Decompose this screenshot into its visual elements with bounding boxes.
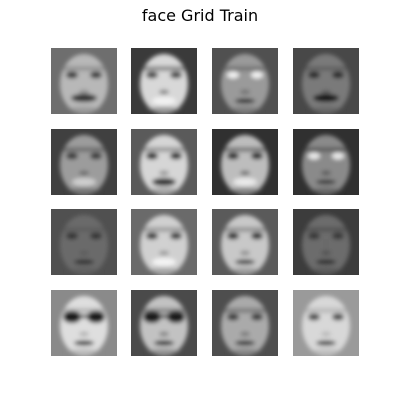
- face-tile: [131, 129, 197, 195]
- face-image: [131, 209, 197, 275]
- face-tile: [293, 48, 359, 114]
- face-image: [131, 48, 197, 114]
- face-image: [212, 209, 278, 275]
- face-image: [293, 48, 359, 114]
- face-tile: [293, 129, 359, 195]
- face-image: [293, 129, 359, 195]
- face-tile: [51, 129, 117, 195]
- face-image: [212, 290, 278, 356]
- face-tile: [212, 209, 278, 275]
- face-image: [212, 48, 278, 114]
- face-tile: [51, 290, 117, 356]
- face-tile: [131, 290, 197, 356]
- face-image: [51, 290, 117, 356]
- face-image: [51, 209, 117, 275]
- face-image: [293, 290, 359, 356]
- face-tile: [293, 290, 359, 356]
- face-tile: [212, 48, 278, 114]
- face-image: [212, 129, 278, 195]
- face-image: [51, 129, 117, 195]
- face-tile: [131, 209, 197, 275]
- face-tile: [293, 209, 359, 275]
- face-tile: [51, 209, 117, 275]
- face-tile: [212, 129, 278, 195]
- face-image: [293, 209, 359, 275]
- face-image: [131, 129, 197, 195]
- face-tile: [131, 48, 197, 114]
- face-tile: [51, 48, 117, 114]
- face-tile: [212, 290, 278, 356]
- face-image: [51, 48, 117, 114]
- figure-title: face Grid Train: [141, 6, 259, 25]
- face-image: [131, 290, 197, 356]
